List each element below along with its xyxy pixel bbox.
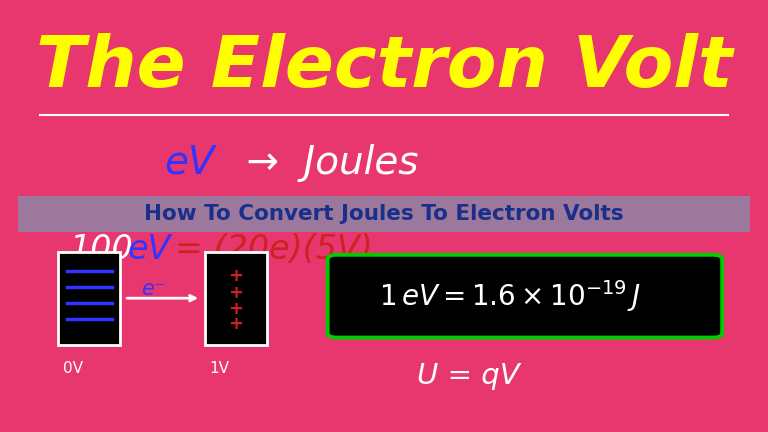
Text: +: +	[228, 267, 243, 285]
FancyBboxPatch shape	[328, 255, 722, 337]
Text: +: +	[228, 283, 243, 302]
Text: How To Convert Joules To Electron Volts: How To Convert Joules To Electron Volts	[144, 204, 624, 224]
Text: eV: eV	[164, 143, 215, 181]
Text: $\mathit{1\,eV = 1.6 \times 10^{-19}\,J}$: $\mathit{1\,eV = 1.6 \times 10^{-19}\,J}…	[379, 278, 641, 314]
Text: eV: eV	[127, 233, 171, 266]
Text: = (20e)(5V): = (20e)(5V)	[175, 233, 373, 266]
Text: 0V: 0V	[63, 361, 83, 375]
Bar	[204, 252, 267, 345]
Text: 1V: 1V	[210, 361, 230, 375]
Bar	[18, 196, 750, 232]
Text: →  Joules: → Joules	[234, 143, 419, 181]
Text: +: +	[228, 300, 243, 318]
Bar	[58, 252, 121, 345]
Text: +: +	[228, 315, 243, 333]
Text: 100: 100	[69, 233, 133, 266]
Text: U = qV: U = qV	[417, 362, 519, 391]
Text: e⁻: e⁻	[141, 279, 165, 299]
Text: The Electron Volt: The Electron Volt	[36, 33, 732, 102]
